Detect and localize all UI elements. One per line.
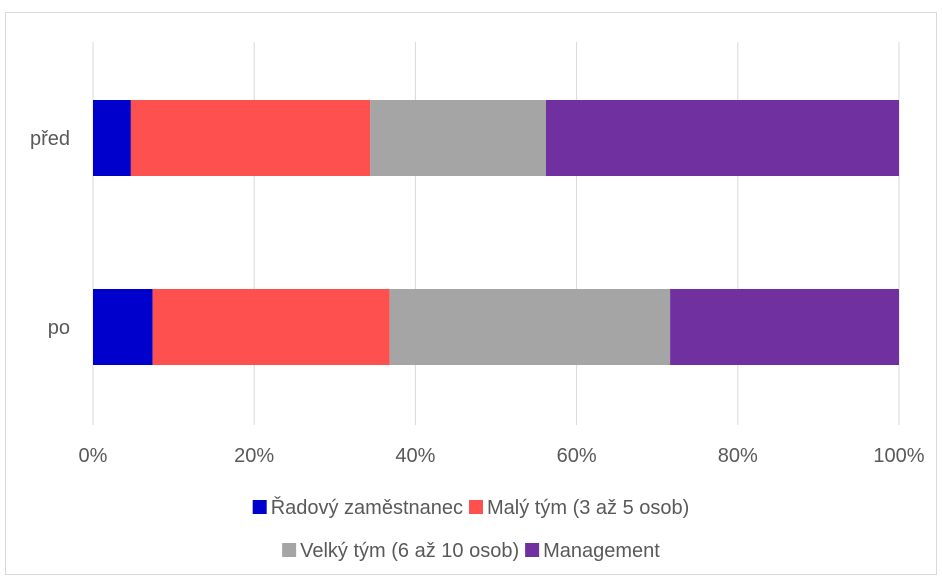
legend-label: Řadový zaměstnanec: [271, 496, 463, 519]
legend-swatch: [282, 543, 297, 557]
bar-segment: [389, 289, 671, 365]
bar-segment: [670, 289, 899, 365]
x-tick-label: 100%: [873, 445, 924, 467]
legend-label: Management: [543, 540, 660, 562]
category-label: před: [30, 128, 70, 150]
bar-segment: [152, 289, 390, 365]
bar-segment: [93, 100, 131, 176]
legend-item: Malý tým (3 až 5 osob): [469, 497, 689, 519]
x-tick-label: 40%: [395, 445, 435, 467]
x-tick-label: 20%: [234, 445, 274, 467]
legend-swatch: [252, 500, 267, 514]
bar-segment: [130, 100, 371, 176]
legend-item: Velký tým (6 až 10 osob): [282, 540, 519, 562]
bar-segment: [370, 100, 546, 176]
legend-label: Velký tým (6 až 10 osob): [300, 540, 519, 562]
legend-item: Řadový zaměstnanec: [252, 496, 463, 519]
category-labels: před po: [30, 128, 70, 339]
gridlines: [92, 42, 900, 425]
x-tick-label: 80%: [718, 445, 758, 467]
x-tick-labels: 0% 20% 40% 60% 80% 100%: [79, 445, 925, 467]
category-label: po: [48, 317, 70, 339]
legend-label: Malý tým (3 až 5 osob): [487, 497, 689, 519]
bars: [93, 100, 899, 365]
legend: Řadový zaměstnanec Malý tým (3 až 5 osob)…: [252, 496, 689, 562]
legend-swatch: [525, 543, 540, 557]
legend-item: Management: [525, 540, 660, 562]
x-tick-label: 60%: [557, 445, 597, 467]
legend-swatch: [469, 500, 484, 514]
bar-segment: [93, 289, 153, 365]
bar-segment: [545, 100, 899, 176]
x-tick-label: 0%: [79, 445, 108, 467]
